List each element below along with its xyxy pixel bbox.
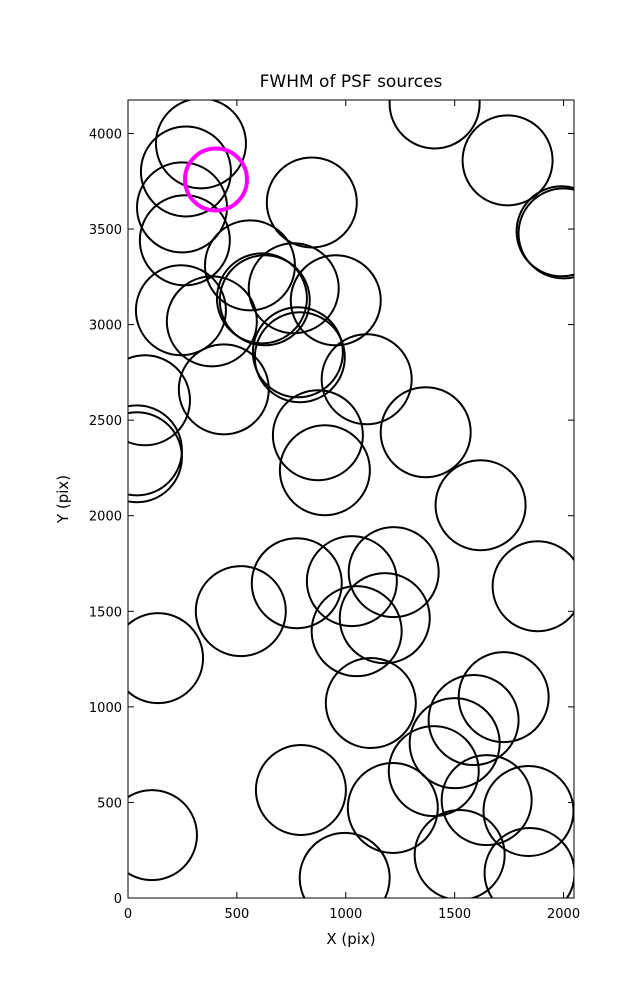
x-tick-label: 1500 — [438, 907, 471, 922]
psf-source — [128, 354, 191, 447]
psf-source — [324, 657, 417, 750]
psf-source — [515, 185, 574, 278]
plot-frame — [127, 99, 575, 899]
psf-source — [482, 765, 574, 858]
psf-source — [347, 526, 440, 619]
x-axis-label: X (pix) — [326, 930, 375, 948]
psf-source — [271, 389, 364, 482]
y-tick-label: 2000 — [89, 510, 122, 525]
y-tick-label: 3500 — [89, 223, 122, 238]
highlight-source — [182, 146, 249, 213]
x-tick-label: 0 — [124, 907, 132, 922]
psf-source — [134, 264, 227, 357]
y-tick-label: 4000 — [89, 127, 122, 142]
y-tick-label: 2500 — [89, 414, 122, 429]
y-axis-label: Y (pix) — [54, 475, 72, 524]
psf-source — [387, 725, 480, 818]
y-tick-label: 3000 — [89, 319, 122, 334]
psf-source — [320, 333, 413, 426]
psf-source — [203, 219, 296, 312]
psf-source — [457, 651, 550, 744]
psf-source — [427, 674, 520, 767]
psf-source — [128, 612, 205, 705]
psf-source — [338, 572, 431, 665]
psf-source — [251, 306, 344, 399]
plot-marks — [128, 100, 574, 898]
psf-source — [461, 114, 554, 207]
psf-source — [278, 424, 371, 517]
y-tick-label: 500 — [97, 796, 122, 811]
chart-title: FWHM of PSF sources — [260, 72, 443, 92]
psf-source — [310, 585, 403, 678]
psf-source — [346, 761, 439, 854]
y-tick-label: 1000 — [89, 701, 122, 716]
psf-source — [165, 275, 258, 368]
psf-source — [215, 252, 308, 345]
psf-source — [254, 744, 347, 837]
psf-source — [154, 100, 247, 190]
psf-source — [483, 826, 574, 898]
psf-source — [128, 411, 183, 504]
x-tick-label: 500 — [224, 907, 249, 922]
psf-source — [388, 100, 481, 150]
psf-source — [434, 459, 527, 552]
psf-source — [491, 540, 574, 633]
x-tick-label: 1000 — [329, 907, 362, 922]
psf-source — [413, 809, 506, 898]
psf-source — [408, 697, 501, 790]
psf-source — [128, 789, 198, 882]
x-tick-label: 2000 — [547, 907, 580, 922]
psf-source — [139, 125, 232, 218]
psf-source — [218, 254, 311, 347]
psf-source — [194, 565, 287, 658]
psf-source — [305, 535, 398, 628]
psf-source — [177, 343, 270, 436]
psf-source — [265, 156, 358, 249]
y-tick-label: 1500 — [89, 605, 122, 620]
psf-source — [440, 754, 533, 847]
psf-source — [250, 537, 343, 630]
psf-source — [298, 831, 391, 898]
psf-source — [379, 386, 472, 479]
psf-source — [517, 187, 574, 280]
y-tick-label: 0 — [114, 892, 122, 907]
